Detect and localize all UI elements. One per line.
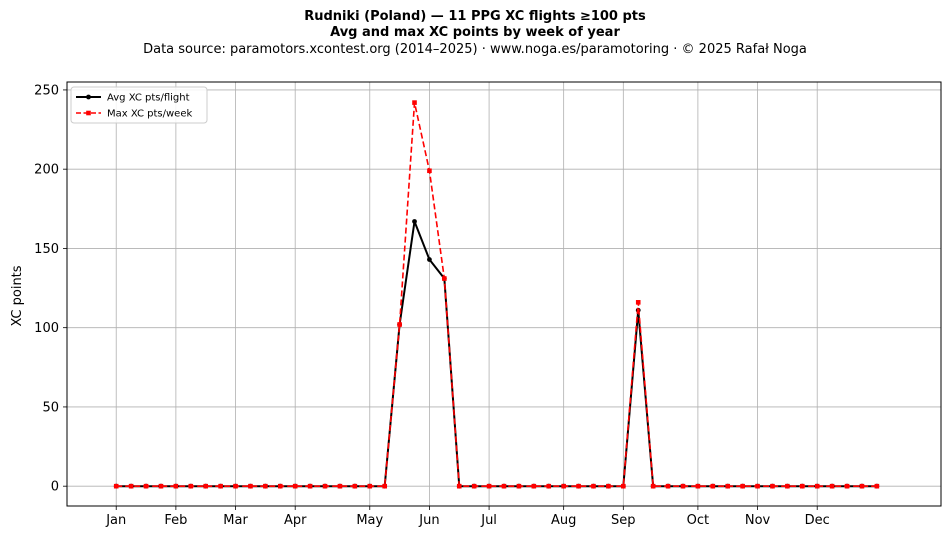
data-point (531, 483, 537, 489)
data-point (248, 483, 253, 489)
series-max (113, 100, 880, 489)
data-point (770, 483, 775, 489)
data-point (859, 483, 865, 489)
data-point (650, 483, 656, 489)
series-line (116, 101, 877, 487)
data-point (680, 483, 686, 489)
data-point (367, 483, 373, 489)
data-point (591, 483, 596, 489)
data-point (143, 483, 149, 489)
data-point (814, 483, 820, 489)
x-tick-label: Jul (480, 513, 497, 528)
legend-marker (86, 110, 91, 116)
series-avg (113, 219, 880, 489)
data-point (352, 483, 358, 489)
legend-box (70, 86, 208, 124)
legend-item: Max XC pts/week (76, 109, 192, 120)
data-point (665, 483, 671, 489)
data-point (203, 483, 209, 489)
data-point (516, 483, 522, 489)
data-point (785, 483, 790, 489)
data-point (218, 483, 223, 489)
data-point (606, 483, 611, 489)
data-point (621, 483, 626, 489)
grid-lines (67, 82, 941, 506)
legend-marker (86, 94, 91, 100)
data-point (456, 483, 462, 489)
data-point (844, 483, 850, 489)
data-point (799, 483, 805, 489)
data-point (755, 483, 760, 489)
data-point (874, 483, 880, 489)
data-point (292, 483, 298, 489)
data-point (263, 483, 268, 489)
data-point (128, 483, 134, 489)
data-point (471, 483, 477, 489)
y-tick-label: 100 (34, 321, 59, 336)
data-point (635, 300, 641, 305)
data-point (113, 483, 119, 489)
x-tick-label: Dec (805, 513, 830, 528)
data-point (412, 219, 417, 224)
data-point (442, 276, 447, 281)
data-point (322, 483, 328, 489)
data-point (829, 483, 835, 489)
data-point (576, 483, 581, 489)
plot-frame (66, 81, 942, 507)
data-point (427, 168, 432, 174)
data-point (412, 100, 417, 105)
chart-subtitle: Avg and max XC points by week of year (330, 25, 620, 40)
data-point (382, 483, 387, 489)
x-tick-label: Mar (223, 513, 248, 528)
legend-item: Avg XC pts/flight (76, 93, 190, 104)
x-tick-label: Oct (687, 513, 709, 528)
legend-label: Avg XC pts/flight (107, 93, 190, 104)
data-point (173, 483, 179, 489)
data-point (337, 483, 343, 489)
data-point (233, 483, 238, 489)
y-tick-label: 150 (34, 242, 59, 257)
y-tick-label: 0 (51, 480, 59, 495)
data-point (427, 257, 432, 262)
data-point (740, 483, 745, 489)
data-point (501, 483, 507, 489)
y-tick-label: 50 (42, 400, 59, 415)
series-line (116, 220, 877, 488)
x-tick-label: Aug (551, 513, 576, 528)
data-point (397, 322, 402, 327)
axis-ticks: Jan Feb Mar Apr May Jun Jul Aug Sep Oct Nov Dec 0 50 1… (34, 83, 830, 528)
x-tick-label: Jun (418, 513, 439, 528)
data-point (277, 483, 283, 489)
x-tick-label: Sep (611, 513, 636, 528)
chart-title-block: Rudniki (Poland) — 11 PPG XC flights ≥10… (0, 9, 950, 58)
data-point (188, 483, 194, 489)
data-point (546, 483, 552, 489)
y-tick-label: 250 (34, 83, 59, 98)
y-tick-label: 200 (34, 163, 59, 178)
data-point (158, 483, 164, 489)
x-tick-label: Feb (164, 513, 187, 528)
data-point (486, 483, 492, 489)
chart-source-line: Data source: paramotors.xcontest.org (20… (143, 42, 807, 57)
series-group (113, 100, 880, 489)
legend-label: Max XC pts/week (107, 109, 192, 120)
chart-title: Rudniki (Poland) — 11 PPG XC flights ≥10… (304, 9, 646, 24)
data-point (307, 483, 313, 489)
y-axis-label: XC points (10, 265, 25, 326)
legend: Avg XC pts/flight Max XC pts/week (70, 86, 208, 124)
x-tick-label: Nov (745, 513, 771, 528)
x-tick-label: Jan (105, 513, 126, 528)
data-point (561, 483, 566, 489)
x-tick-label: May (356, 513, 383, 528)
data-point (725, 483, 731, 489)
data-point (695, 483, 701, 489)
x-tick-label: Apr (284, 513, 307, 528)
data-point (710, 483, 716, 489)
